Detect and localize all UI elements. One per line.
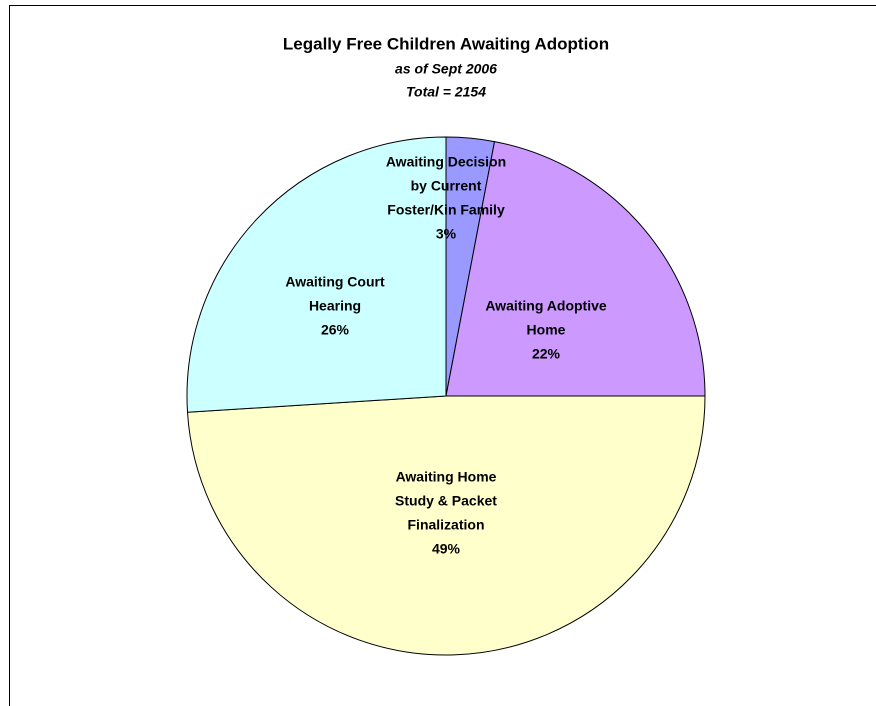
slice-label: Foster/Kin Family <box>387 202 505 218</box>
value-label: 3% <box>436 226 457 242</box>
pie-slice <box>186 136 447 413</box>
value-label: 22% <box>532 346 561 362</box>
slice-label: Study & Packet <box>395 493 497 509</box>
value-label: 26% <box>321 322 350 338</box>
chart-subtitle: as of Sept 2006 <box>395 61 497 77</box>
slice-label: Awaiting Home <box>396 469 497 485</box>
slice-label: Awaiting Decision <box>386 154 506 170</box>
value-label: 49% <box>432 541 461 557</box>
slice-label: Awaiting Court <box>285 274 385 290</box>
slice-label: Hearing <box>309 298 361 314</box>
chart-annotation: Total = 2154 <box>406 84 486 100</box>
slice-label: Home <box>527 322 566 338</box>
slice-label: by Current <box>411 178 482 194</box>
frame <box>9 5 876 706</box>
slice-label: Awaiting Adoptive <box>485 298 607 314</box>
pie-slice <box>186 395 706 656</box>
chart-title: Legally Free Children Awaiting Adoption <box>283 34 609 53</box>
slice-label: Finalization <box>408 517 485 533</box>
pie-slice <box>445 141 706 397</box>
